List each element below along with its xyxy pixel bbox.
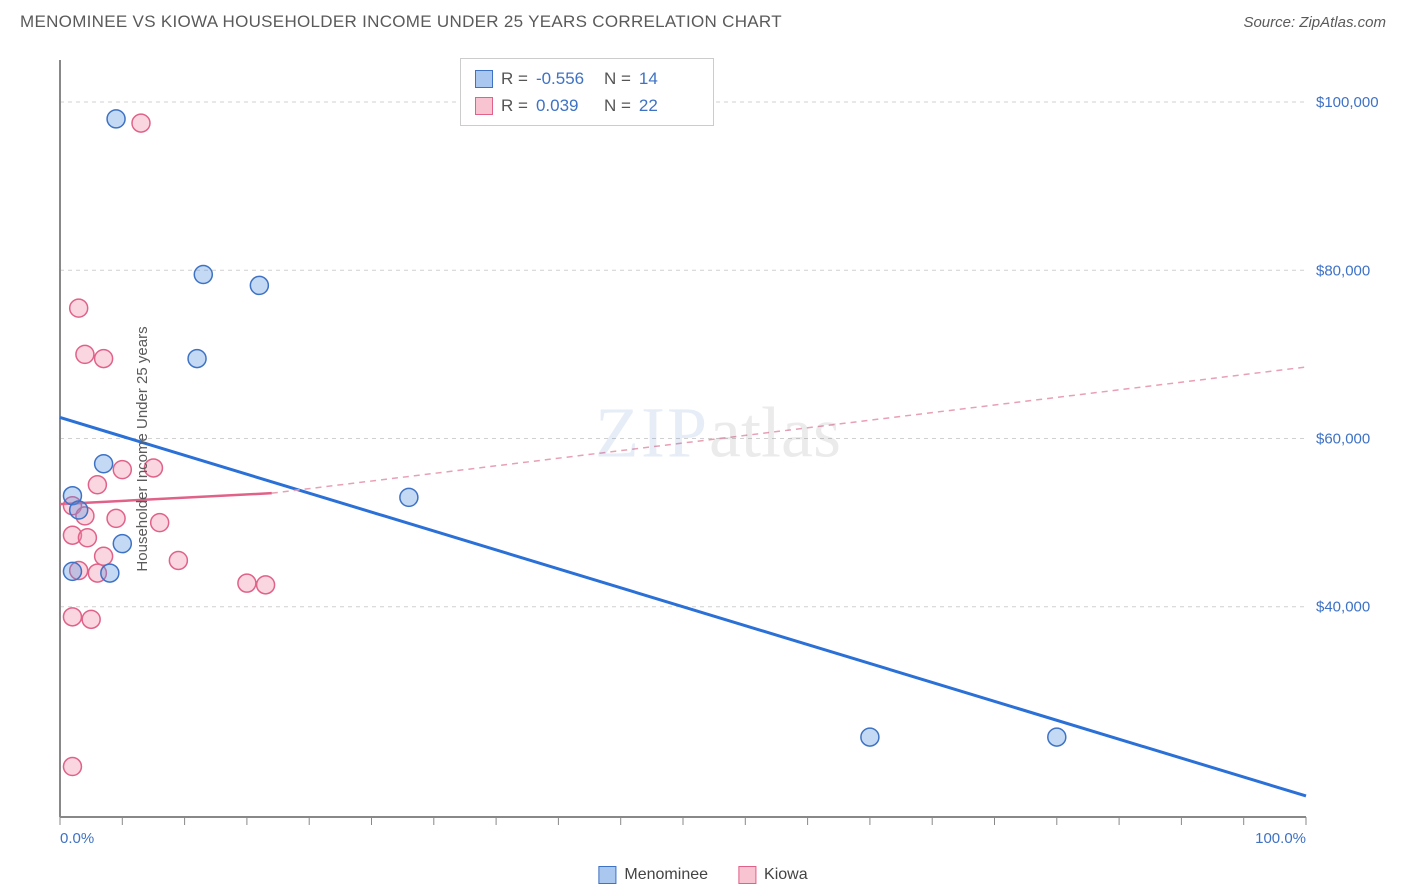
chart-header: MENOMINEE VS KIOWA HOUSEHOLDER INCOME UN… [0, 0, 1406, 40]
r-label: R = [501, 65, 528, 92]
legend-item-kiowa: Kiowa [738, 866, 808, 884]
chart-title: MENOMINEE VS KIOWA HOUSEHOLDER INCOME UN… [20, 12, 782, 32]
r-value-menominee: -0.556 [536, 65, 596, 92]
stats-row-kiowa: R = 0.039 N = 22 [475, 92, 699, 119]
legend-label-kiowa: Kiowa [764, 866, 808, 884]
legend-swatch-kiowa-icon [738, 866, 756, 884]
stats-row-menominee: R = -0.556 N = 14 [475, 65, 699, 92]
n-value-kiowa: 22 [639, 92, 699, 119]
chart-source: Source: ZipAtlas.com [1243, 14, 1386, 31]
scatter-plot: $40,000 $60,000 $80,000 $100,000 0.0% 100.0% [50, 50, 1386, 847]
legend-item-menominee: Menominee [598, 866, 708, 884]
swatch-kiowa-icon [475, 97, 493, 115]
legend-swatch-menominee-icon [598, 866, 616, 884]
n-value-menominee: 14 [639, 65, 699, 92]
svg-text:$60,000: $60,000 [1316, 431, 1370, 448]
n-label: N = [604, 65, 631, 92]
legend-label-menominee: Menominee [624, 866, 708, 884]
svg-text:$80,000: $80,000 [1316, 262, 1370, 279]
chart-area: Householder Income Under 25 years $40,00… [50, 50, 1386, 847]
y-axis-label: Householder Income Under 25 years [134, 326, 151, 571]
svg-text:0.0%: 0.0% [60, 830, 94, 847]
svg-text:100.0%: 100.0% [1255, 830, 1306, 847]
svg-text:$100,000: $100,000 [1316, 94, 1379, 111]
correlation-stats-box: R = -0.556 N = 14 R = 0.039 N = 22 [460, 58, 714, 126]
swatch-menominee-icon [475, 70, 493, 88]
n-label: N = [604, 92, 631, 119]
r-label: R = [501, 92, 528, 119]
svg-text:$40,000: $40,000 [1316, 599, 1370, 616]
chart-legend: Menominee Kiowa [598, 866, 807, 884]
r-value-kiowa: 0.039 [536, 92, 596, 119]
